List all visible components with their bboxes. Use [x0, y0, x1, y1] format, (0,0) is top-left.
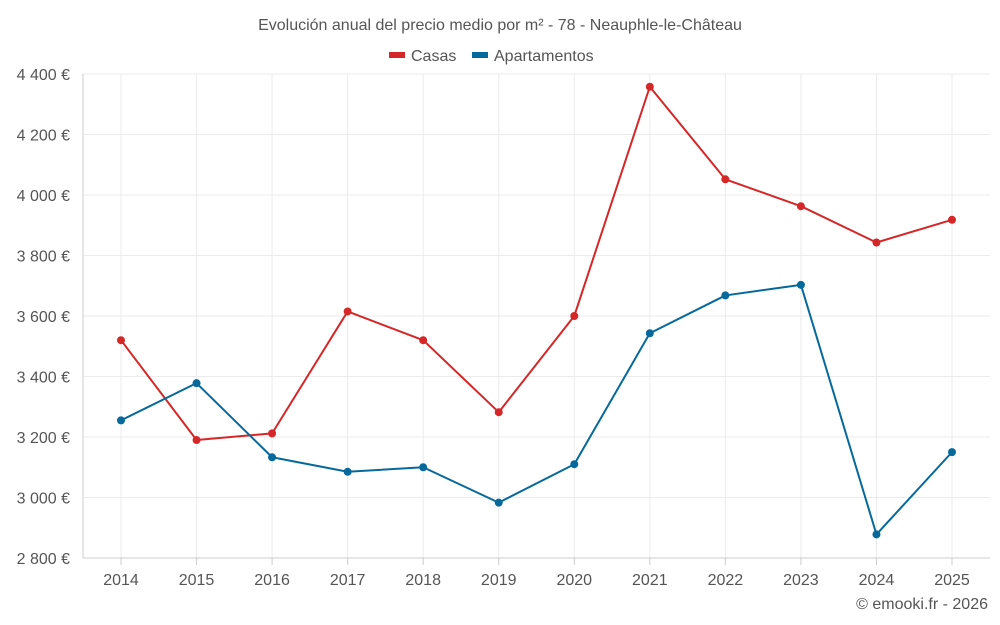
x-tick-label: 2025: [934, 572, 970, 589]
data-point-casas[interactable]: [419, 336, 428, 345]
legend-swatch-casas: [389, 52, 405, 58]
legend-swatch-apartamentos: [472, 52, 488, 58]
credit-text: © emooki.fr - 2026: [856, 596, 988, 613]
data-point-apartamentos[interactable]: [494, 498, 503, 507]
y-tick-label: 3 400 €: [17, 370, 70, 387]
data-point-apartamentos[interactable]: [721, 291, 730, 300]
y-tick-label: 4 000 €: [17, 188, 70, 205]
y-tick-label: 3 000 €: [17, 491, 70, 508]
x-tick-label: 2015: [179, 572, 215, 589]
x-tick-label: 2024: [859, 572, 895, 589]
y-tick-label: 2 800 €: [17, 551, 70, 568]
x-tick-label: 2019: [481, 572, 517, 589]
x-tick-label: 2018: [405, 572, 441, 589]
data-point-casas[interactable]: [192, 436, 201, 445]
data-point-casas[interactable]: [721, 175, 730, 184]
series-apartamentos: [117, 280, 956, 539]
data-point-apartamentos[interactable]: [645, 329, 654, 338]
x-tick-label: 2017: [330, 572, 366, 589]
axes: 2 800 € 3 000 € 3 200 € 3 400 € 3 600 € 3 800…: [17, 67, 990, 589]
x-tick-label: 2014: [103, 572, 139, 589]
data-point-apartamentos[interactable]: [796, 280, 805, 289]
data-point-apartamentos[interactable]: [419, 463, 428, 472]
data-point-casas[interactable]: [872, 238, 881, 247]
grid: [83, 73, 990, 558]
series-casas: [117, 82, 956, 445]
data-point-apartamentos[interactable]: [268, 453, 277, 462]
data-point-casas[interactable]: [343, 307, 352, 316]
x-tick-label: 2016: [254, 572, 290, 589]
legend-item-apartamentos[interactable]: Apartamentos: [472, 48, 594, 65]
data-point-apartamentos[interactable]: [192, 379, 201, 388]
y-tick-label: 3 600 €: [17, 309, 70, 326]
x-tick-label: 2022: [708, 572, 744, 589]
data-point-apartamentos[interactable]: [570, 460, 579, 469]
legend[interactable]: Casas Apartamentos: [389, 48, 594, 65]
y-tick-label: 4 400 €: [17, 67, 70, 84]
y-tick-label: 4 200 €: [17, 128, 70, 145]
data-point-casas[interactable]: [796, 202, 805, 211]
legend-item-casas[interactable]: Casas: [389, 48, 456, 65]
data-point-casas[interactable]: [494, 408, 503, 417]
data-point-apartamentos[interactable]: [872, 530, 881, 539]
series-line-apartamentos: [120, 283, 953, 536]
data-point-casas[interactable]: [268, 429, 277, 438]
y-tick-label: 3 200 €: [17, 430, 70, 447]
data-point-casas[interactable]: [948, 215, 956, 224]
legend-label-apartamentos: Apartamentos: [494, 48, 594, 65]
series-line-casas: [120, 85, 953, 442]
chart-title: Evolución anual del precio medio por m² …: [258, 17, 742, 34]
legend-label-casas: Casas: [411, 48, 456, 65]
data-point-apartamentos[interactable]: [117, 416, 125, 425]
data-point-casas[interactable]: [645, 82, 654, 91]
data-point-casas[interactable]: [117, 336, 125, 345]
data-point-apartamentos[interactable]: [343, 467, 352, 476]
series-layer: [117, 82, 956, 539]
x-tick-label: 2020: [556, 572, 592, 589]
data-point-casas[interactable]: [570, 312, 579, 320]
x-tick-label: 2023: [783, 572, 819, 589]
x-tick-label: 2021: [632, 572, 668, 589]
data-point-apartamentos[interactable]: [948, 448, 956, 457]
y-tick-label: 3 800 €: [17, 249, 70, 266]
